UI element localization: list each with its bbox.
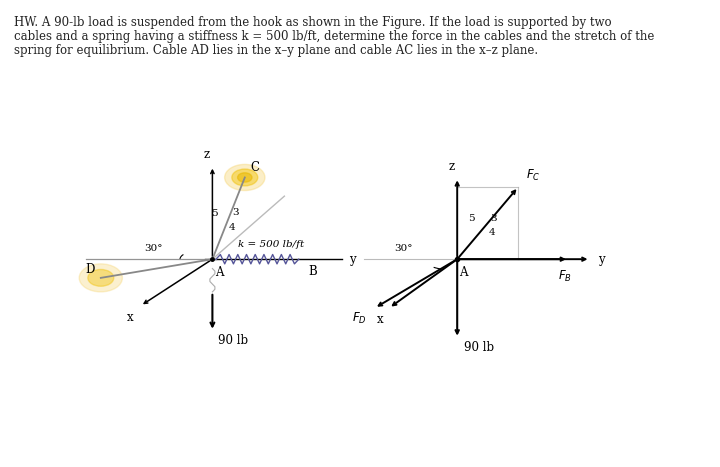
Text: C: C (251, 161, 259, 174)
Circle shape (238, 173, 252, 182)
Text: z: z (204, 148, 210, 161)
Text: $F_B$: $F_B$ (558, 269, 572, 283)
Text: y: y (349, 253, 356, 266)
Text: 30°: 30° (144, 244, 163, 253)
Text: 3: 3 (233, 208, 239, 217)
Text: k = 500 lb/ft: k = 500 lb/ft (238, 240, 304, 249)
Text: A: A (459, 266, 468, 279)
Text: 4: 4 (489, 228, 495, 237)
Text: $F_C$: $F_C$ (526, 168, 540, 183)
Text: cables and a spring having a stiffness k = 500 lb/ft, determine the force in the: cables and a spring having a stiffness k… (14, 30, 654, 43)
Circle shape (88, 269, 114, 286)
Text: z: z (449, 160, 454, 173)
Text: y: y (598, 253, 604, 266)
Text: D: D (86, 263, 95, 276)
Text: 4: 4 (228, 223, 235, 232)
Text: x: x (127, 311, 133, 325)
Text: 90 lb: 90 lb (464, 341, 495, 354)
Text: 5: 5 (211, 209, 217, 218)
Text: 5: 5 (469, 214, 475, 223)
Circle shape (79, 264, 122, 292)
Text: HW. A 90-lb load is suspended from the hook as shown in the Figure. If the load : HW. A 90-lb load is suspended from the h… (14, 16, 612, 29)
Circle shape (225, 164, 265, 191)
Text: x: x (377, 313, 383, 326)
Text: 30°: 30° (394, 244, 413, 253)
Text: B: B (308, 265, 317, 278)
Text: $F_D$: $F_D$ (353, 311, 367, 325)
Text: 3: 3 (490, 214, 497, 223)
Text: 90 lb: 90 lb (218, 334, 248, 347)
Text: spring for equilibrium. Cable AD lies in the x–y plane and cable AC lies in the : spring for equilibrium. Cable AD lies in… (14, 44, 539, 57)
Text: A: A (215, 266, 224, 279)
Circle shape (232, 169, 258, 186)
